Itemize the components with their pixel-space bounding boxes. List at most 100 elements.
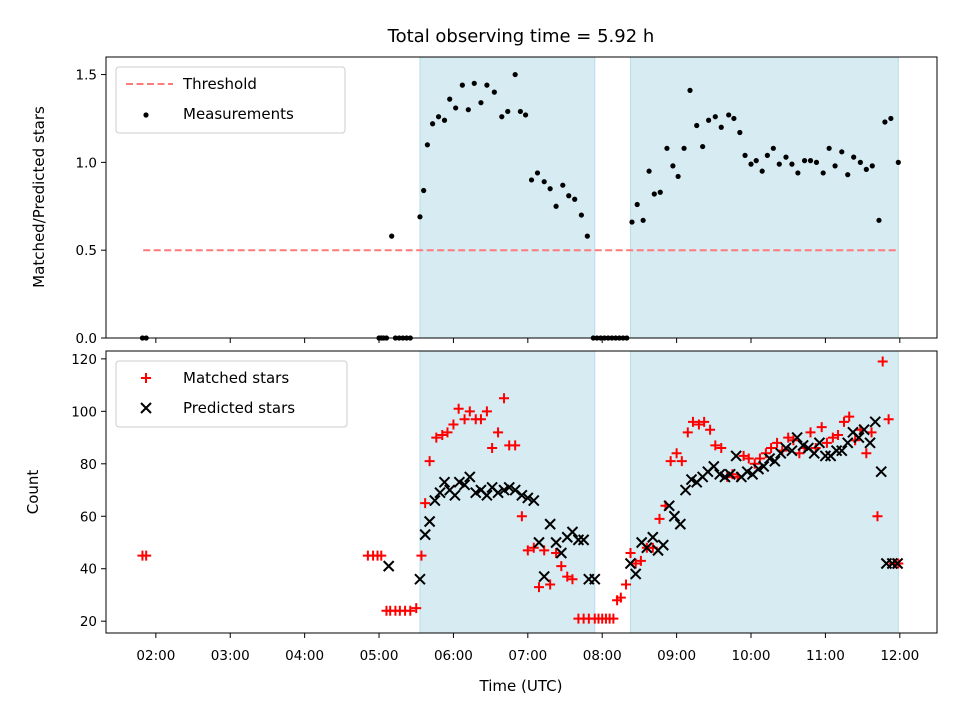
measurements-point xyxy=(764,152,770,158)
top-shaded-region-2 xyxy=(629,56,899,339)
top-legend: Threshold Measurements xyxy=(115,66,346,134)
matched-stars-point xyxy=(772,437,783,448)
matched-stars-point xyxy=(699,416,710,427)
measurements-point xyxy=(748,161,754,167)
measurements-point xyxy=(541,179,547,185)
x-tick-label: 11:00 xyxy=(806,648,845,664)
measurements-point xyxy=(664,145,670,151)
predicted-stars-point xyxy=(419,528,431,541)
measurements-point xyxy=(572,196,578,202)
x-tick-label: 03:00 xyxy=(211,648,250,664)
predicted-stars-point xyxy=(769,455,781,467)
measurements-point xyxy=(651,191,657,197)
predicted-stars-point xyxy=(423,515,436,528)
predicted-stars-point xyxy=(382,560,395,572)
predicted-stars-point xyxy=(434,486,446,499)
predicted-stars-point xyxy=(842,437,854,449)
measurements-point xyxy=(441,117,448,123)
predicted-stars-point xyxy=(858,423,870,436)
matched-stars-point xyxy=(749,458,760,469)
measurements-point xyxy=(634,201,640,208)
predicted-stars-point xyxy=(679,484,692,496)
bottom-plot-panel: 20 40 60 80 100 120 02:00 03:00 04:00 05:00 06:00 0… xyxy=(71,350,938,664)
predicted-stars-point xyxy=(708,460,720,473)
predicted-stars-point xyxy=(589,573,601,585)
matched-stars-point xyxy=(448,419,459,430)
matched-stars-point xyxy=(743,453,754,464)
top-series-measurements xyxy=(139,71,901,341)
bottom-y-axis-label: Count xyxy=(24,470,42,515)
matched-stars-point xyxy=(621,579,632,590)
matched-stars-point xyxy=(861,448,872,459)
bottom-y-tick-label: 60 xyxy=(80,509,97,525)
predicted-stars-point xyxy=(813,437,826,449)
predicted-stars-point xyxy=(516,489,528,501)
predicted-stars-point xyxy=(674,518,687,530)
bottom-axes-frame xyxy=(105,350,938,634)
predicted-stars-point xyxy=(550,536,562,549)
measurements-point xyxy=(876,217,882,223)
matched-stars-point xyxy=(693,419,704,430)
matched-stars-point xyxy=(608,613,619,624)
bottom-legend: Matched stars Predicted stars xyxy=(115,360,348,428)
matched-stars-point xyxy=(821,437,832,448)
predicted-stars-point xyxy=(869,416,881,428)
legend-marker-swatch xyxy=(143,112,149,118)
measurements-point xyxy=(424,142,430,148)
predicted-stars-point xyxy=(891,557,904,570)
matched-stars-point xyxy=(827,432,838,443)
measurements-point xyxy=(584,233,590,239)
measurements-point xyxy=(807,158,814,164)
top-axes-frame xyxy=(105,56,938,339)
matched-stars-point xyxy=(420,498,431,509)
matched-stars-point xyxy=(493,427,504,438)
measurements-point xyxy=(863,166,869,172)
measurements-point xyxy=(435,114,442,120)
measurements-point xyxy=(389,233,395,239)
legend-box xyxy=(115,66,346,134)
matched-stars-point xyxy=(839,416,850,427)
measurements-point xyxy=(706,117,712,123)
measurements-point xyxy=(694,122,700,129)
predicted-stars-point xyxy=(886,557,899,570)
measurements-point xyxy=(882,119,888,125)
matched-stars-point xyxy=(877,356,888,367)
predicted-stars-point xyxy=(544,518,556,530)
matched-stars-point xyxy=(615,592,626,603)
predicted-stars-point xyxy=(836,444,848,457)
matched-stars-point xyxy=(141,550,152,561)
predicted-stars-point xyxy=(503,481,515,494)
predicted-stars-point xyxy=(757,460,770,473)
bottom-series-predicted-stars xyxy=(382,416,904,585)
measurements-point xyxy=(534,170,541,176)
x-tick-label: 04:00 xyxy=(285,648,324,664)
x-tick-label: 06:00 xyxy=(434,648,473,664)
bottom-shaded-region-2 xyxy=(629,350,899,634)
x-axis-label: Time (UTC) xyxy=(479,677,563,695)
matched-stars-point xyxy=(464,406,475,417)
top-y-tick-label: 1.5 xyxy=(76,68,97,84)
matched-stars-point xyxy=(459,414,470,425)
measurements-point xyxy=(776,161,782,167)
matched-stars-point xyxy=(654,513,665,524)
top-shaded-region-1 xyxy=(419,56,596,339)
predicted-stars-point xyxy=(577,534,590,546)
matched-stars-point xyxy=(442,427,453,438)
predicted-stars-point xyxy=(492,486,504,499)
matched-stars-point xyxy=(866,427,877,438)
matched-stars-point xyxy=(738,450,749,461)
predicted-stars-point xyxy=(481,489,493,501)
top-y-tick-label: 0.5 xyxy=(76,243,97,259)
measurements-point xyxy=(783,154,789,160)
bottom-y-tick-label: 40 xyxy=(80,562,97,578)
measurements-point xyxy=(737,129,743,136)
matched-stars-point xyxy=(556,561,567,572)
matched-stars-point xyxy=(487,443,498,454)
measurements-point xyxy=(517,108,523,115)
measurements-point xyxy=(484,82,490,88)
predicted-stars-point xyxy=(641,542,653,554)
predicted-stars-point xyxy=(624,557,637,570)
measurements-point xyxy=(857,159,863,165)
measurements-point xyxy=(640,217,646,223)
